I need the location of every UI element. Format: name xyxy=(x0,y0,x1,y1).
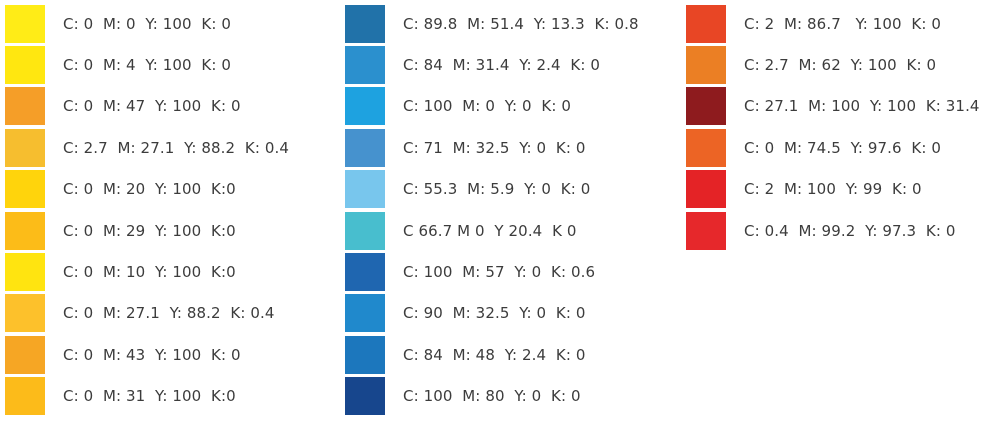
swatch-row: C: 100 M: 57 Y: 0 K: 0.6 xyxy=(345,251,639,292)
color-swatch xyxy=(345,170,385,209)
color-swatch xyxy=(5,87,45,126)
color-swatch xyxy=(686,128,726,167)
color-swatch xyxy=(5,170,45,209)
cmyk-label: C: 2.7 M: 62 Y: 100 K: 0 xyxy=(744,56,937,75)
swatch-row: C: 90 M: 32.5 Y: 0 K: 0 xyxy=(345,293,639,334)
swatch-row: C: 2.7 M: 27.1 Y: 88.2 K: 0.4 xyxy=(5,127,289,168)
swatch-column-2: C: 89.8 M: 51.4 Y: 13.3 K: 0.8 C: 84 M: 3… xyxy=(345,3,639,417)
cmyk-label: C: 84 M: 48 Y: 2.4 K: 0 xyxy=(403,345,586,364)
color-swatch xyxy=(686,46,726,85)
color-swatch xyxy=(5,4,45,43)
swatch-row: C: 0 M: 74.5 Y: 97.6 K: 0 xyxy=(686,127,980,168)
color-swatch xyxy=(686,211,726,250)
cmyk-label: C: 0 M: 74.5 Y: 97.6 K: 0 xyxy=(744,138,942,157)
swatch-row: C: 0 M: 4 Y: 100 K: 0 xyxy=(5,44,289,85)
cmyk-label: C: 27.1 M: 100 Y: 100 K: 31.4 xyxy=(744,97,980,116)
swatch-row: C: 100 M: 80 Y: 0 K: 0 xyxy=(345,376,639,417)
color-swatch xyxy=(5,335,45,374)
swatch-row: C: 27.1 M: 100 Y: 100 K: 31.4 xyxy=(686,86,980,127)
swatch-row: C: 0.4 M: 99.2 Y: 97.3 K: 0 xyxy=(686,210,980,251)
color-swatch xyxy=(686,4,726,43)
cmyk-label: C: 0.4 M: 99.2 Y: 97.3 K: 0 xyxy=(744,221,956,240)
swatch-row: C: 100 M: 0 Y: 0 K: 0 xyxy=(345,86,639,127)
cmyk-label: C: 84 M: 31.4 Y: 2.4 K: 0 xyxy=(403,56,601,75)
color-swatch xyxy=(686,87,726,126)
color-swatch xyxy=(5,377,45,416)
color-swatch xyxy=(345,46,385,85)
color-swatch xyxy=(345,87,385,126)
swatch-row: C: 0 M: 10 Y: 100 K:0 xyxy=(5,251,289,292)
swatch-row: C: 0 M: 29 Y: 100 K:0 xyxy=(5,210,289,251)
color-swatch xyxy=(5,253,45,292)
cmyk-label: C: 0 M: 20 Y: 100 K:0 xyxy=(63,180,236,199)
color-swatch xyxy=(5,211,45,250)
color-swatch xyxy=(345,377,385,416)
cmyk-label: C: 0 M: 0 Y: 100 K: 0 xyxy=(63,14,231,33)
color-swatch xyxy=(5,128,45,167)
swatch-row: C: 84 M: 31.4 Y: 2.4 K: 0 xyxy=(345,44,639,85)
swatch-row: C: 0 M: 43 Y: 100 K: 0 xyxy=(5,334,289,375)
color-swatch xyxy=(345,294,385,333)
cmyk-label: C: 0 M: 43 Y: 100 K: 0 xyxy=(63,345,241,364)
swatch-row: C: 84 M: 48 Y: 2.4 K: 0 xyxy=(345,334,639,375)
cmyk-label: C: 89.8 M: 51.4 Y: 13.3 K: 0.8 xyxy=(403,14,639,33)
color-swatch xyxy=(345,128,385,167)
cmyk-label: C: 2 M: 86.7 Y: 100 K: 0 xyxy=(744,14,942,33)
swatch-row: C 66.7 M 0 Y 20.4 K 0 xyxy=(345,210,639,251)
cmyk-label: C: 55.3 M: 5.9 Y: 0 K: 0 xyxy=(403,180,591,199)
cmyk-label: C: 0 M: 4 Y: 100 K: 0 xyxy=(63,56,231,75)
cmyk-label: C: 90 M: 32.5 Y: 0 K: 0 xyxy=(403,304,586,323)
swatch-row: C: 0 M: 20 Y: 100 K:0 xyxy=(5,169,289,210)
color-swatch xyxy=(5,294,45,333)
cmyk-label: C: 100 M: 0 Y: 0 K: 0 xyxy=(403,97,571,116)
swatch-row: C: 2 M: 100 Y: 99 K: 0 xyxy=(686,169,980,210)
cmyk-label: C: 0 M: 31 Y: 100 K:0 xyxy=(63,387,236,406)
cmyk-label: C: 2 M: 100 Y: 99 K: 0 xyxy=(744,180,922,199)
cmyk-label: C 66.7 M 0 Y 20.4 K 0 xyxy=(403,221,577,240)
color-swatch xyxy=(345,253,385,292)
swatch-row: C: 0 M: 27.1 Y: 88.2 K: 0.4 xyxy=(5,293,289,334)
swatch-column-1: C: 0 M: 0 Y: 100 K: 0 C: 0 M: 4 Y: 100 K:… xyxy=(5,3,289,417)
cmyk-label: C: 0 M: 27.1 Y: 88.2 K: 0.4 xyxy=(63,304,275,323)
swatch-row: C: 89.8 M: 51.4 Y: 13.3 K: 0.8 xyxy=(345,3,639,44)
color-swatch xyxy=(686,170,726,209)
swatch-row: C: 2.7 M: 62 Y: 100 K: 0 xyxy=(686,44,980,85)
cmyk-label: C: 0 M: 47 Y: 100 K: 0 xyxy=(63,97,241,116)
swatch-row: C: 0 M: 47 Y: 100 K: 0 xyxy=(5,86,289,127)
cmyk-label: C: 0 M: 10 Y: 100 K:0 xyxy=(63,263,236,282)
swatch-row: C: 0 M: 31 Y: 100 K:0 xyxy=(5,376,289,417)
color-swatch xyxy=(345,335,385,374)
cmyk-label: C: 0 M: 29 Y: 100 K:0 xyxy=(63,221,236,240)
color-swatch xyxy=(345,211,385,250)
cmyk-label: C: 2.7 M: 27.1 Y: 88.2 K: 0.4 xyxy=(63,138,290,157)
cmyk-label: C: 100 M: 80 Y: 0 K: 0 xyxy=(403,387,581,406)
swatch-row: C: 2 M: 86.7 Y: 100 K: 0 xyxy=(686,3,980,44)
swatch-row: C: 55.3 M: 5.9 Y: 0 K: 0 xyxy=(345,169,639,210)
cmyk-label: C: 71 M: 32.5 Y: 0 K: 0 xyxy=(403,138,586,157)
color-swatch xyxy=(5,46,45,85)
swatch-row: C: 0 M: 0 Y: 100 K: 0 xyxy=(5,3,289,44)
swatch-row: C: 71 M: 32.5 Y: 0 K: 0 xyxy=(345,127,639,168)
cmyk-label: C: 100 M: 57 Y: 0 K: 0.6 xyxy=(403,263,596,282)
swatch-column-3: C: 2 M: 86.7 Y: 100 K: 0 C: 2.7 M: 62 Y: … xyxy=(686,3,980,251)
color-swatch xyxy=(345,4,385,43)
